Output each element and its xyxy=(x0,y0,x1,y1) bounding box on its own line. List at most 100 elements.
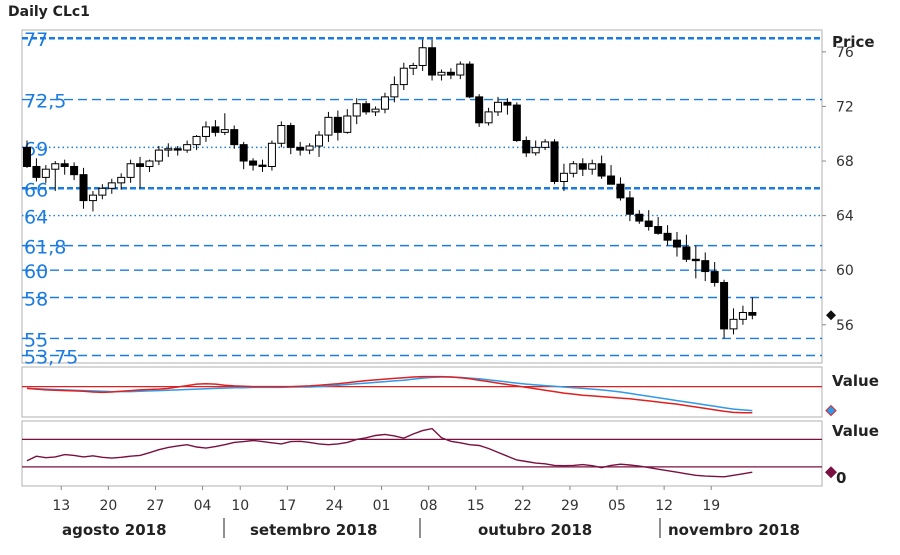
level-label-60: 60 xyxy=(24,261,48,283)
level-label-58: 58 xyxy=(24,288,48,310)
candle-body-up xyxy=(569,163,578,174)
candle-body-down xyxy=(428,47,437,76)
candle-body-up xyxy=(164,148,173,151)
price-tick-label: 76 xyxy=(836,45,854,61)
candle-body-up xyxy=(88,194,97,202)
candle-body-up xyxy=(117,176,126,184)
candle-body-down xyxy=(691,258,700,262)
candle-body-down xyxy=(239,144,248,162)
candle-body-up xyxy=(437,71,446,76)
price-tick-label: 68 xyxy=(836,154,854,170)
date-tick-label: 22 xyxy=(514,498,532,514)
indicator2-panel-frame xyxy=(21,420,823,487)
date-tick-label: 08 xyxy=(420,498,438,514)
level-label-72-5: 72,5 xyxy=(24,91,66,113)
date-tick-label: 24 xyxy=(326,498,344,514)
indicator1-red-line xyxy=(26,375,753,414)
candle-body-up xyxy=(588,163,597,170)
level-label-64: 64 xyxy=(24,207,48,229)
candle-body-up xyxy=(220,129,229,133)
last-price-marker xyxy=(826,310,836,321)
candle-body-down xyxy=(672,239,681,248)
candle-body-up xyxy=(98,187,107,196)
candle-body-up xyxy=(324,116,333,136)
price-tick-label: 60 xyxy=(836,263,854,279)
level-label-55: 55 xyxy=(24,329,48,351)
candle-body-down xyxy=(512,104,521,142)
candle-body-down xyxy=(607,175,616,185)
candle-body-down xyxy=(173,148,182,151)
level-label-77: 77 xyxy=(24,29,48,51)
candle-body-down xyxy=(616,183,625,199)
candle-body-up xyxy=(380,96,389,110)
candle-body-up xyxy=(51,163,60,170)
candle-body-down xyxy=(32,165,41,178)
date-tick-label: 01 xyxy=(373,498,391,514)
candle-body-down xyxy=(475,96,484,124)
candle-body-up xyxy=(541,141,550,148)
candle-body-down xyxy=(465,63,474,98)
candle-body-up xyxy=(352,103,361,117)
candle-body-down xyxy=(701,260,710,273)
month-label: setembro 2018 xyxy=(250,521,378,539)
candle-body-up xyxy=(484,111,493,124)
candle-body-up xyxy=(107,182,116,189)
price-tick-label: 72 xyxy=(836,99,854,115)
candle-body-down xyxy=(710,271,719,283)
candle-body-down xyxy=(333,116,342,133)
candle-body-down xyxy=(503,101,512,106)
candle-body-down xyxy=(296,146,305,151)
candle-body-down xyxy=(550,141,559,182)
indicator2-tick-label: 0 xyxy=(836,469,846,487)
candle-body-up xyxy=(41,168,50,178)
indicator2-axis-label: Value xyxy=(832,422,879,440)
candle-body-down xyxy=(230,129,239,146)
price-tick-label: 64 xyxy=(836,209,854,225)
candle-body-up xyxy=(738,312,747,320)
candle-body-down xyxy=(23,146,31,167)
month-label: agosto 2018 xyxy=(62,521,167,539)
candle-body-up xyxy=(145,160,154,167)
candle-body-down xyxy=(682,246,691,260)
candle-body-up xyxy=(418,47,427,66)
candle-body-down xyxy=(362,103,371,113)
candle-body-up xyxy=(201,126,210,137)
level-label-66: 66 xyxy=(24,179,48,201)
candle-body-down xyxy=(635,213,644,222)
candle-body-down xyxy=(249,160,258,166)
indicator1-axis-label: Value xyxy=(832,372,879,390)
candle-body-down xyxy=(446,71,455,76)
candle-body-up xyxy=(494,101,502,113)
candle-body-down xyxy=(625,197,634,215)
candle-body-down xyxy=(79,174,88,202)
level-label-53-75: 53,75 xyxy=(24,346,78,368)
candle-body-down xyxy=(720,281,729,330)
date-tick-label: 29 xyxy=(561,498,579,514)
candle-body-up xyxy=(267,142,276,167)
candle-body-up xyxy=(399,67,408,86)
price-axis-label: Price xyxy=(832,33,875,51)
month-label: novembro 2018 xyxy=(668,521,800,539)
candle-body-up xyxy=(154,149,163,162)
candle-body-down xyxy=(286,125,295,148)
candle-body-up xyxy=(390,84,399,98)
candle-body-down xyxy=(70,165,79,176)
indicator2-line xyxy=(26,427,753,478)
indicator1-marker xyxy=(825,404,837,417)
date-tick-label: 15 xyxy=(467,498,485,514)
date-tick-label: 13 xyxy=(52,498,70,514)
candle-body-down xyxy=(663,232,672,241)
date-tick-label: 19 xyxy=(702,498,720,514)
candle-body-up xyxy=(456,63,465,76)
indicator1-blue-line xyxy=(26,376,753,412)
month-label: outubro 2018 xyxy=(478,521,592,539)
chart-title: Daily CLc1 xyxy=(8,4,90,20)
candle-body-up xyxy=(729,318,738,330)
candle-body-down xyxy=(136,163,145,167)
candle-body-up xyxy=(315,134,324,147)
price-tick-label: 56 xyxy=(836,318,854,334)
level-label-61-8: 61,8 xyxy=(24,237,66,259)
candle-body-up xyxy=(409,64,418,69)
candle-body-up xyxy=(371,108,380,113)
